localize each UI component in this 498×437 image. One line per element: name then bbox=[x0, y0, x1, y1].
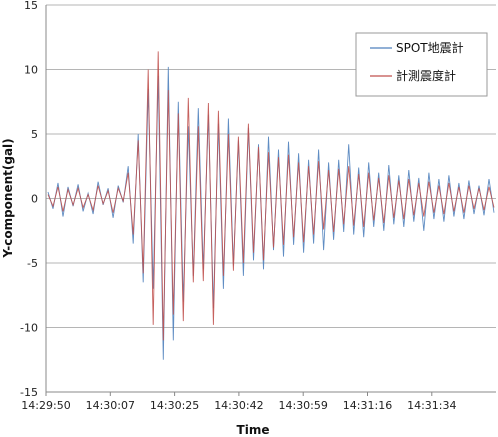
x-tick-label: 14:30:42 bbox=[214, 399, 263, 412]
x-tick-label: 14:29:50 bbox=[21, 399, 70, 412]
x-tick-label: 14:30:25 bbox=[150, 399, 199, 412]
x-axis-title: Time bbox=[237, 423, 270, 437]
legend-label-spot: SPOT地震計 bbox=[396, 40, 464, 55]
y-tick-label: -15 bbox=[20, 386, 38, 399]
y-tick-label: 0 bbox=[31, 193, 38, 206]
y-tick-label: 5 bbox=[31, 128, 38, 141]
series-layer bbox=[47, 51, 495, 360]
y-axis-title: Y-component(gal) bbox=[1, 138, 15, 258]
x-tick-label: 14:30:07 bbox=[86, 399, 135, 412]
series-line-0 bbox=[47, 66, 495, 360]
series-line-1 bbox=[47, 51, 495, 341]
legend-box bbox=[355, 32, 488, 97]
y-tick-label: 15 bbox=[24, 0, 38, 12]
x-tick-label: 14:31:16 bbox=[343, 399, 392, 412]
legend-label-shindo: 計測震度計 bbox=[396, 68, 456, 83]
y-tick-labels: 15 10 5 0 -5 -10 -15 bbox=[20, 0, 38, 399]
y-tick-label: 10 bbox=[24, 64, 38, 77]
legend: SPOT地震計 計測震度計 bbox=[355, 32, 488, 97]
y-tick-label: -5 bbox=[27, 257, 38, 270]
y-tick-label: -10 bbox=[20, 322, 38, 335]
x-tick-label: 14:30:59 bbox=[278, 399, 327, 412]
x-tick-label: 14:31:34 bbox=[407, 399, 456, 412]
x-tick-labels: 14:29:50 14:30:07 14:30:25 14:30:42 14:30:59… bbox=[21, 392, 457, 412]
